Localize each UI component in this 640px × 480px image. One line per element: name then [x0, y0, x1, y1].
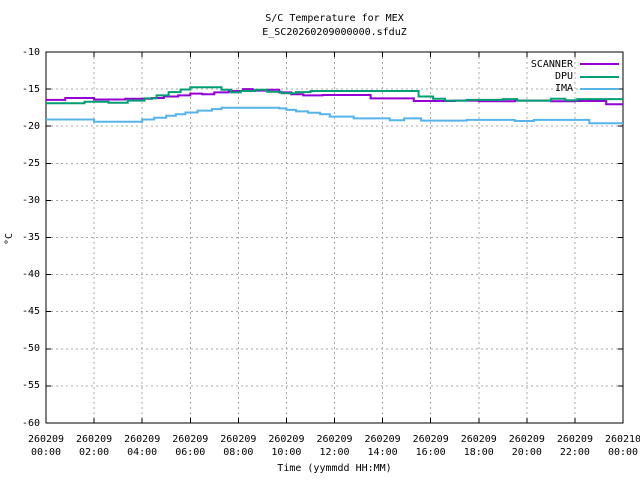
- y-tick-label: -30: [21, 194, 40, 206]
- x-tick-label: 260209 06:00: [172, 434, 209, 458]
- x-tick-label: 260209 18:00: [460, 434, 497, 458]
- legend-label-scanner: SCANNER: [530, 58, 573, 70]
- y-tick-label: -45: [21, 306, 40, 318]
- x-axis-title: Time (yymmdd HH:MM): [277, 463, 392, 474]
- y-tick-label: -50: [21, 343, 40, 355]
- legend-label-dpu: DPU: [554, 71, 573, 83]
- series-line-dpu: [46, 86, 623, 105]
- x-tick-label: 260209 08:00: [220, 434, 257, 458]
- series-line-ima: [46, 106, 623, 125]
- x-tick-label: 260209 22:00: [556, 434, 593, 458]
- legend-label-ima: IMA: [554, 83, 573, 95]
- legend-item-scanner: SCANNER: [531, 58, 619, 70]
- x-tick-label: 260209 12:00: [316, 434, 353, 458]
- y-tick-label: -40: [21, 269, 40, 281]
- legend-item-ima: IMA: [531, 83, 619, 95]
- y-tick-label: -10: [21, 46, 40, 58]
- y-tick-label: -20: [21, 120, 40, 132]
- chart-title: S/C Temperature for MEX: [265, 13, 404, 24]
- y-tick-label: -35: [21, 232, 40, 243]
- legend-line-sample-scanner: [580, 63, 619, 66]
- x-tick-label: 260209 02:00: [76, 434, 113, 458]
- x-tick-label: 260209 16:00: [412, 434, 449, 458]
- x-tick-label: 260209 10:00: [268, 434, 305, 458]
- legend-line-sample-dpu: [580, 75, 619, 78]
- y-tick-label: -15: [21, 83, 40, 95]
- y-tick-label: -60: [21, 417, 40, 429]
- legend: SCANNER DPU IMA: [531, 58, 619, 95]
- legend-item-dpu: DPU: [531, 70, 619, 82]
- y-tick-label: -25: [21, 157, 40, 169]
- x-tick-label: 260209 00:00: [27, 434, 65, 458]
- x-tick-label: 260209 20:00: [508, 434, 545, 458]
- x-tick-label: 260210 00:00: [604, 434, 640, 458]
- y-tick-label: -55: [21, 380, 40, 392]
- legend-line-sample-ima: [580, 87, 619, 90]
- x-tick-label: 260209 04:00: [124, 434, 161, 458]
- chart-subtitle: E_SC20260209000000.sfduZ: [262, 27, 407, 38]
- x-tick-label: 260209 14:00: [364, 434, 401, 458]
